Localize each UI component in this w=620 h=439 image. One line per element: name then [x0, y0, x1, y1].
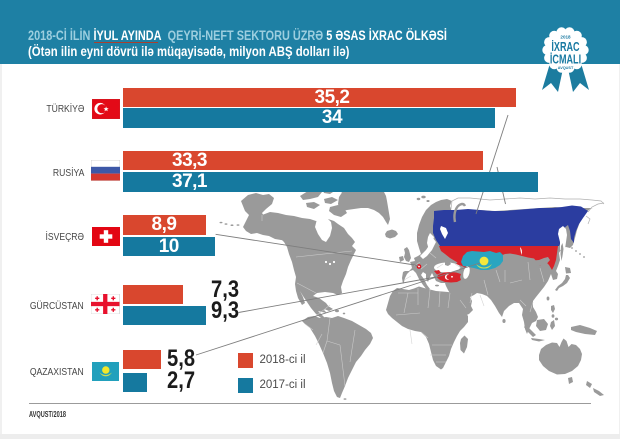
svg-text:İCMALI: İCMALI — [550, 52, 581, 67]
svg-text:İXRAC: İXRAC — [551, 40, 579, 55]
svg-text:2018: 2018 — [560, 35, 571, 40]
svg-text:AVQUST: AVQUST — [558, 66, 574, 70]
